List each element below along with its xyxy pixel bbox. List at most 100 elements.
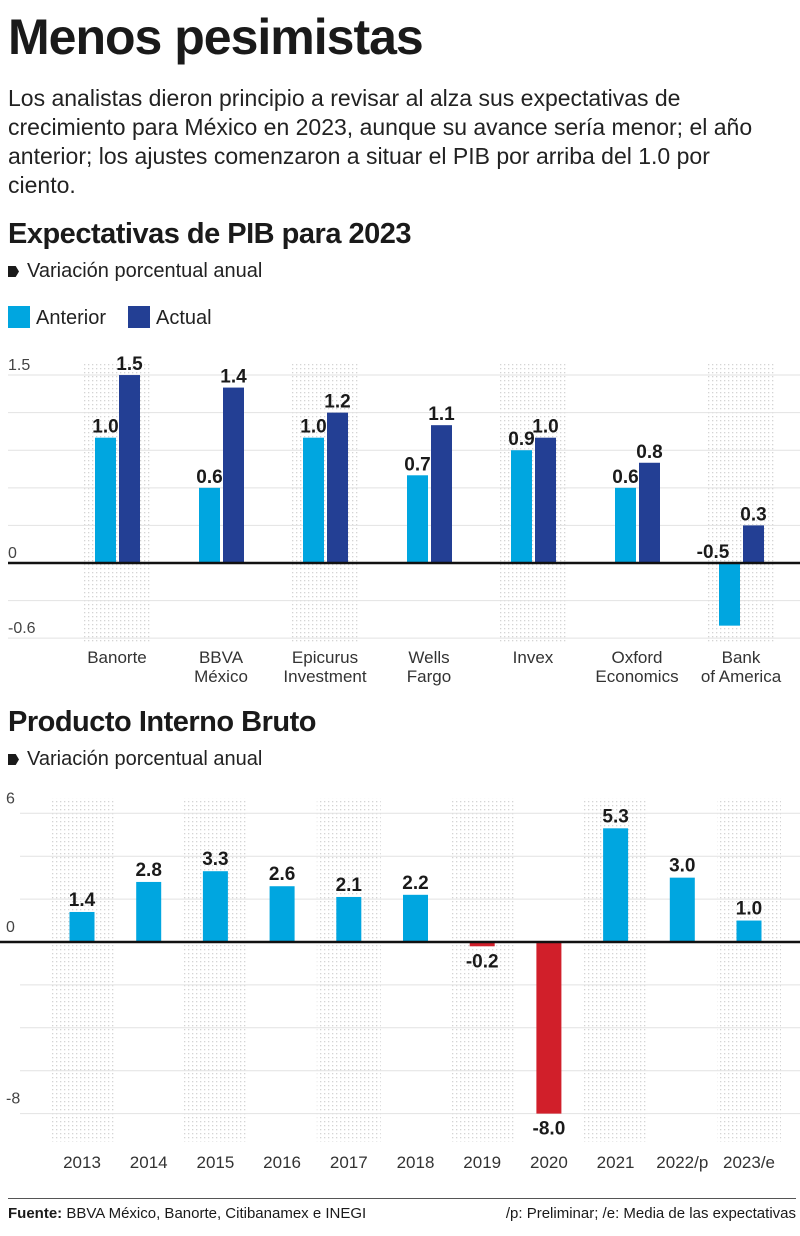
data-label: 0.8 xyxy=(636,442,662,463)
data-label: 1.1 xyxy=(428,404,455,425)
category-label: Fargo xyxy=(407,667,451,686)
category-label: BBVA xyxy=(199,648,244,667)
data-label: -0.5 xyxy=(697,542,730,563)
category-label: 2021 xyxy=(597,1153,635,1172)
chart1-expectativas: 1.5 0 -0.6 1.0 0.6 1.0 0.7 0.9 0.6 -0.5 1.5 1.4 1.2 1… xyxy=(8,354,800,686)
bar-actual xyxy=(223,387,244,563)
chart1-title: Expectativas de PIB para 2023 xyxy=(8,218,412,250)
bar xyxy=(136,881,162,942)
data-label: 1.4 xyxy=(69,890,96,911)
arrow-marker-icon xyxy=(8,266,19,277)
chart2-unit-label: Variación porcentual anual xyxy=(27,748,263,770)
bar-anterior xyxy=(719,563,740,626)
data-label: 2.6 xyxy=(269,864,295,885)
dotted-band xyxy=(50,798,114,1142)
bar xyxy=(336,896,362,942)
category-label: 2019 xyxy=(463,1153,501,1172)
bar-actual xyxy=(119,375,140,563)
bar-anterior xyxy=(615,487,636,563)
bar-actual xyxy=(743,525,764,563)
category-label: Wells xyxy=(408,648,449,667)
data-label: 2.1 xyxy=(336,875,363,896)
chart1-unit-label: Variación porcentual anual xyxy=(27,260,263,282)
bar-anterior xyxy=(407,475,428,563)
data-label: -0.2 xyxy=(466,951,499,972)
footnotes: /p: Preliminar; /e: Media de las expecta… xyxy=(505,1205,796,1222)
arrow-marker-icon xyxy=(8,754,19,765)
data-label: 2.8 xyxy=(135,860,161,881)
data-label: 3.0 xyxy=(669,856,695,877)
bar-anterior xyxy=(199,487,220,563)
category-label: México xyxy=(194,667,248,686)
bar xyxy=(269,886,295,942)
data-label: 0.6 xyxy=(612,467,638,488)
chart2-unit: Variación porcentual anual xyxy=(8,748,262,771)
dotted-band xyxy=(717,798,781,1142)
data-label: 1.5 xyxy=(116,354,143,375)
bar-actual xyxy=(639,462,660,563)
data-label: 1.0 xyxy=(736,899,762,920)
bar xyxy=(669,877,695,942)
y-tick-label: 0 xyxy=(8,545,17,562)
chart2-pib: 6 0 -8 1.4 2.8 3.3 2.6 2.1 2.2 -0.2 -8.0 5.3 3.0 1.0 2… xyxy=(0,790,800,1172)
y-tick-label: 6 xyxy=(6,790,15,807)
category-label: Invex xyxy=(513,648,554,667)
data-label: 1.4 xyxy=(220,367,247,388)
bar xyxy=(403,894,428,942)
data-label: 1.0 xyxy=(532,417,558,438)
bar-anterior xyxy=(303,437,324,563)
dotted-band xyxy=(183,798,248,1142)
legend-label: Anterior xyxy=(36,307,107,329)
bar-anterior xyxy=(95,437,116,563)
data-label: 1.2 xyxy=(324,392,350,413)
data-label: 0.7 xyxy=(404,454,430,475)
data-label: 3.3 xyxy=(202,849,228,870)
dotted-band xyxy=(450,798,515,1142)
footer: Fuente: BBVA México, Banorte, Citibaname… xyxy=(8,1198,796,1222)
bar xyxy=(469,942,495,947)
source-label: Fuente: xyxy=(8,1205,63,1222)
bar xyxy=(603,828,629,942)
bar xyxy=(202,871,228,942)
data-label: 2.2 xyxy=(402,873,428,894)
data-label: 1.0 xyxy=(300,417,326,438)
category-label: 2022/p xyxy=(656,1153,708,1172)
category-label: 2017 xyxy=(330,1153,368,1172)
category-label: Epicurus xyxy=(292,648,358,667)
source: Fuente: BBVA México, Banorte, Citibaname… xyxy=(8,1205,366,1222)
subtitle: Los analistas dieron principio a revisar… xyxy=(8,85,753,198)
legend-item-anterior: Anterior xyxy=(8,306,106,330)
chart1-legend: Anterior Actual xyxy=(8,306,212,330)
legend-swatch xyxy=(128,306,151,328)
category-label: 2013 xyxy=(63,1153,101,1172)
data-label: 0.3 xyxy=(740,504,766,525)
bar-actual xyxy=(327,412,348,563)
category-label: Bank xyxy=(722,648,761,667)
chart2-title: Producto Interno Bruto xyxy=(8,706,316,738)
data-label: -8.0 xyxy=(533,1119,566,1140)
category-label: 2020 xyxy=(530,1153,568,1172)
category-label: 2023/e xyxy=(723,1153,775,1172)
data-label: 1.0 xyxy=(92,417,118,438)
y-tick-label: -8 xyxy=(6,1091,20,1108)
data-label: 0.6 xyxy=(196,467,222,488)
chart1-unit: Variación porcentual anual xyxy=(8,260,262,283)
bar xyxy=(736,920,762,942)
bar-actual xyxy=(535,437,556,563)
category-label: Investment xyxy=(283,667,366,686)
category-label: of America xyxy=(701,667,782,686)
y-tick-label: 0 xyxy=(6,919,15,936)
category-label: Oxford xyxy=(611,648,662,667)
legend-swatch xyxy=(8,306,30,328)
bar-anterior xyxy=(511,450,532,563)
category-label: 2014 xyxy=(130,1153,168,1172)
category-label: Banorte xyxy=(87,648,147,667)
bar xyxy=(536,942,562,1114)
category-label: Economics xyxy=(595,667,678,686)
y-tick-label: -0.6 xyxy=(8,620,36,637)
legend-item-actual: Actual xyxy=(128,306,212,330)
category-label: 2016 xyxy=(263,1153,301,1172)
legend-label: Actual xyxy=(156,307,212,329)
data-label: 5.3 xyxy=(602,806,628,827)
category-label: 2018 xyxy=(397,1153,435,1172)
